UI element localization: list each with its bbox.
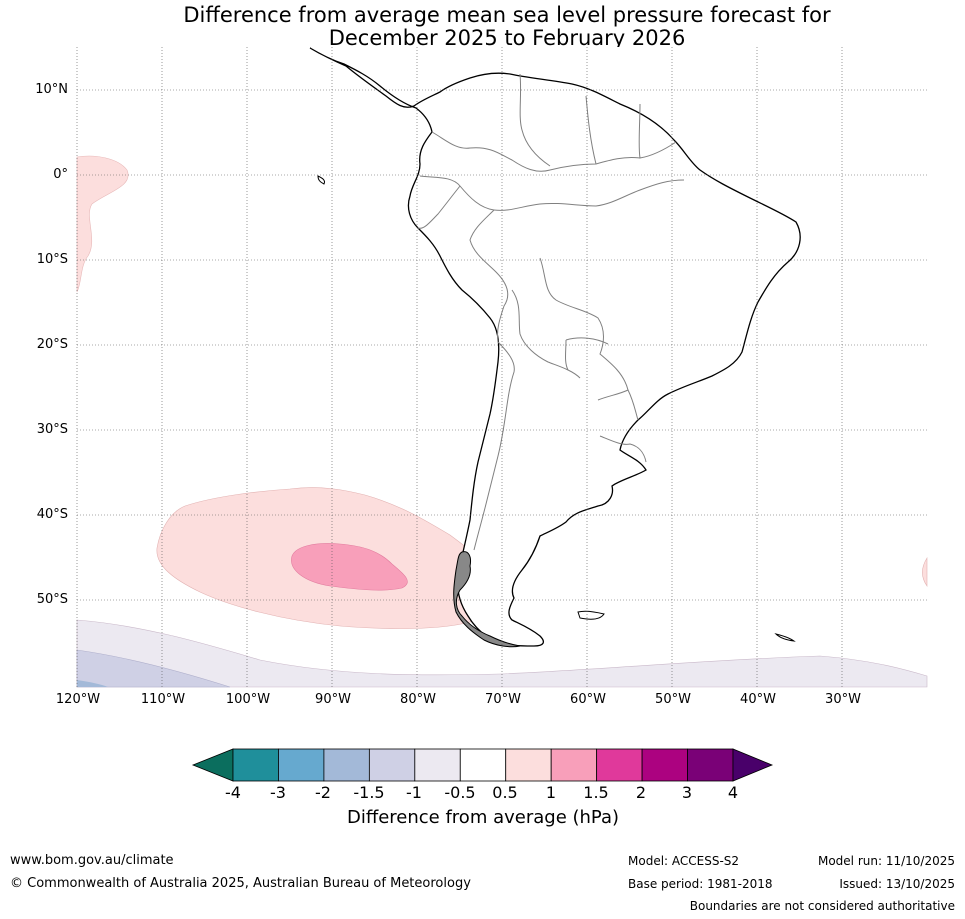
colorbar-tick-m1: -1 bbox=[406, 783, 422, 802]
small-islands bbox=[317, 175, 796, 642]
colorbar-segment-7 bbox=[550, 748, 598, 782]
footer-issued: Issued: 13/10/2025 bbox=[839, 877, 955, 891]
lon-label-110w: 110°W bbox=[140, 692, 186, 707]
colorbar-tick-4: 4 bbox=[727, 783, 739, 802]
colorbar bbox=[191, 748, 774, 782]
lon-label-80w: 80°W bbox=[400, 692, 436, 707]
colorbar-segment-9 bbox=[641, 748, 688, 782]
south-america-coastline bbox=[309, 47, 801, 647]
contour-neg-1-5 bbox=[77, 680, 108, 687]
colorbar-segment-1 bbox=[278, 748, 325, 782]
colorbar-segment-10 bbox=[687, 748, 734, 782]
colorbar-segment-6 bbox=[505, 748, 552, 782]
lon-label-100w: 100°W bbox=[225, 692, 271, 707]
lat-label-10s: 10°S bbox=[36, 252, 68, 267]
lon-label-30w: 30°W bbox=[825, 692, 861, 707]
colorbar-segment-5 bbox=[459, 748, 507, 782]
colorbar-extend-high bbox=[732, 748, 774, 782]
lat-label-20s: 20°S bbox=[36, 337, 68, 352]
footer-model: Model: ACCESS-S2 bbox=[628, 854, 740, 868]
colorbar-segment-8 bbox=[596, 748, 643, 782]
country-borders bbox=[417, 73, 685, 551]
colorbar-tick-m4: -4 bbox=[225, 783, 241, 802]
map-area bbox=[76, 47, 928, 688]
lat-label-50s: 50°S bbox=[36, 592, 68, 607]
lon-label-70w: 70°W bbox=[485, 692, 521, 707]
colorbar-tick-m1-5: -1.5 bbox=[353, 783, 385, 802]
lon-label-60w: 60°W bbox=[570, 692, 606, 707]
lon-label-50w: 50°W bbox=[655, 692, 691, 707]
colorbar-tick-0-5: 0.5 bbox=[492, 783, 518, 802]
lat-label-0: 0° bbox=[53, 167, 68, 182]
colorbar-extend-low bbox=[191, 748, 234, 782]
colorbar-tick-m3: -3 bbox=[270, 783, 286, 802]
colorbar-tick-m0-5: -0.5 bbox=[444, 783, 476, 802]
graticule bbox=[76, 47, 927, 687]
map-title: Difference from average mean sea level p… bbox=[0, 4, 965, 50]
contour-neg-0-5 bbox=[76, 619, 928, 688]
colorbar-segment-0 bbox=[232, 748, 279, 782]
footer-copyright: © Commonwealth of Australia 2025, Austra… bbox=[10, 876, 471, 891]
footer-model-run: Model run: 11/10/2025 bbox=[817, 854, 955, 868]
lon-label-40w: 40°W bbox=[740, 692, 776, 707]
contour-pos-0-5-atlantic-edge bbox=[922, 556, 928, 587]
colorbar-tick-m2: -2 bbox=[315, 783, 331, 802]
title-line-1: Difference from average mean sea level p… bbox=[183, 3, 831, 27]
contour-neg-1 bbox=[76, 649, 231, 688]
lat-label-10n: 10°N bbox=[35, 82, 68, 97]
title-line-2: December 2025 to February 2026 bbox=[328, 26, 686, 50]
colorbar-title: Difference from average (hPa) bbox=[346, 807, 620, 828]
colorbar-segment-4 bbox=[414, 748, 461, 782]
colorbar-tick-2: 2 bbox=[635, 783, 647, 802]
contour-pos-1-south-pacific bbox=[291, 543, 408, 591]
contour-pos-0-5-equatorial bbox=[76, 155, 129, 293]
lat-label-40s: 40°S bbox=[36, 507, 68, 522]
colorbar-tick-1-5: 1.5 bbox=[583, 783, 609, 802]
footer-website: www.bom.gov.au/climate bbox=[10, 853, 174, 868]
colorbar-tick-1: 1 bbox=[545, 783, 557, 802]
lon-label-120w: 120°W bbox=[55, 692, 101, 707]
footer-disclaimer: Boundaries are not considered authoritat… bbox=[689, 899, 955, 913]
southern-chile-islands bbox=[453, 551, 521, 648]
colorbar-tick-3: 3 bbox=[681, 783, 693, 802]
footer-base-period: Base period: 1981-2018 bbox=[628, 877, 773, 891]
colorbar-segment-3 bbox=[368, 748, 416, 782]
lat-label-30s: 30°S bbox=[36, 422, 68, 437]
lon-label-90w: 90°W bbox=[315, 692, 351, 707]
colorbar-segment-2 bbox=[323, 748, 370, 782]
